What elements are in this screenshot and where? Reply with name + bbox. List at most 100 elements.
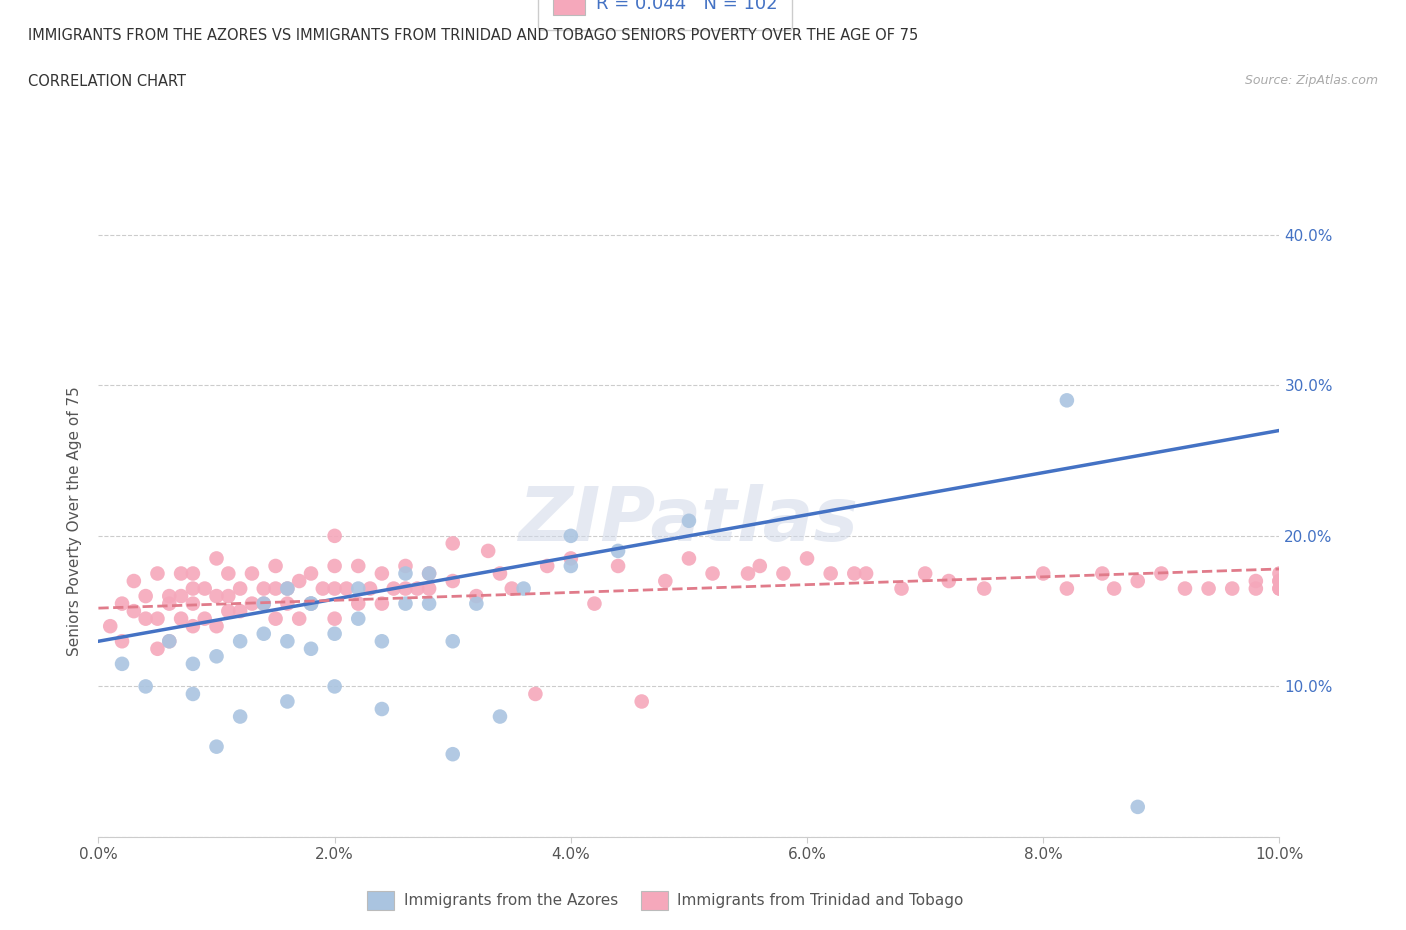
Point bbox=[135, 679, 157, 694]
Point bbox=[394, 596, 416, 611]
Point bbox=[299, 596, 322, 611]
Point bbox=[536, 559, 558, 574]
Point bbox=[737, 566, 759, 581]
Point bbox=[205, 649, 228, 664]
Point bbox=[299, 566, 322, 581]
Point bbox=[217, 566, 239, 581]
Point bbox=[1268, 566, 1291, 581]
Point bbox=[181, 566, 204, 581]
Point bbox=[276, 581, 298, 596]
Point bbox=[288, 611, 311, 626]
Point bbox=[157, 634, 180, 649]
Point bbox=[253, 596, 276, 611]
Point bbox=[122, 604, 145, 618]
Point bbox=[1056, 392, 1078, 407]
Point bbox=[181, 596, 204, 611]
Point bbox=[240, 596, 263, 611]
Point bbox=[489, 709, 512, 724]
Point bbox=[276, 694, 298, 709]
Point bbox=[382, 581, 405, 596]
Point bbox=[1126, 574, 1149, 589]
Point bbox=[418, 581, 440, 596]
Point bbox=[406, 581, 429, 596]
Point bbox=[371, 634, 394, 649]
Point bbox=[157, 589, 180, 604]
Point bbox=[347, 596, 370, 611]
Point bbox=[299, 642, 322, 657]
Point bbox=[323, 559, 346, 574]
Point bbox=[1032, 566, 1054, 581]
Point bbox=[170, 566, 193, 581]
Point bbox=[678, 513, 700, 528]
Text: CORRELATION CHART: CORRELATION CHART bbox=[28, 74, 186, 89]
Point bbox=[146, 611, 169, 626]
Point bbox=[323, 611, 346, 626]
Point bbox=[264, 611, 287, 626]
Point bbox=[441, 747, 464, 762]
Point bbox=[1126, 800, 1149, 815]
Point bbox=[181, 686, 204, 701]
Point bbox=[914, 566, 936, 581]
Point bbox=[157, 596, 180, 611]
Y-axis label: Seniors Poverty Over the Age of 75: Seniors Poverty Over the Age of 75 bbox=[67, 386, 83, 656]
Point bbox=[1091, 566, 1114, 581]
Point bbox=[157, 634, 180, 649]
Point bbox=[560, 559, 582, 574]
Point bbox=[1244, 574, 1267, 589]
Text: IMMIGRANTS FROM THE AZORES VS IMMIGRANTS FROM TRINIDAD AND TOBAGO SENIORS POVERT: IMMIGRANTS FROM THE AZORES VS IMMIGRANTS… bbox=[28, 28, 918, 43]
Point bbox=[512, 581, 534, 596]
Point bbox=[288, 574, 311, 589]
Point bbox=[217, 604, 239, 618]
Point bbox=[135, 589, 157, 604]
Point bbox=[1244, 581, 1267, 596]
Point bbox=[441, 536, 464, 551]
Point bbox=[347, 611, 370, 626]
Point bbox=[253, 596, 276, 611]
Point bbox=[98, 618, 121, 633]
Point bbox=[194, 611, 217, 626]
Point bbox=[394, 566, 416, 581]
Point bbox=[855, 566, 877, 581]
Point bbox=[122, 574, 145, 589]
Point bbox=[217, 589, 239, 604]
Point bbox=[181, 581, 204, 596]
Point bbox=[477, 543, 499, 558]
Point bbox=[501, 581, 523, 596]
Point bbox=[1268, 581, 1291, 596]
Point bbox=[702, 566, 724, 581]
Point bbox=[299, 596, 322, 611]
Point bbox=[583, 596, 606, 611]
Point bbox=[441, 634, 464, 649]
Point bbox=[1268, 574, 1291, 589]
Point bbox=[796, 551, 818, 565]
Point bbox=[229, 581, 252, 596]
Point bbox=[394, 581, 416, 596]
Point bbox=[181, 657, 204, 671]
Point bbox=[654, 574, 676, 589]
Point bbox=[170, 589, 193, 604]
Point bbox=[418, 566, 440, 581]
Point bbox=[1198, 581, 1220, 596]
Point bbox=[181, 618, 204, 633]
Point bbox=[607, 543, 630, 558]
Point bbox=[323, 626, 346, 641]
Point bbox=[229, 709, 252, 724]
Point bbox=[229, 604, 252, 618]
Point bbox=[312, 581, 335, 596]
Point bbox=[323, 581, 346, 596]
Point bbox=[229, 634, 252, 649]
Point bbox=[335, 581, 357, 596]
Point bbox=[347, 581, 370, 596]
Point bbox=[111, 657, 134, 671]
Point bbox=[630, 694, 652, 709]
Point bbox=[359, 581, 381, 596]
Point bbox=[820, 566, 842, 581]
Point bbox=[264, 559, 287, 574]
Point bbox=[844, 566, 866, 581]
Point bbox=[1268, 574, 1291, 589]
Point bbox=[146, 566, 169, 581]
Point bbox=[973, 581, 995, 596]
Point bbox=[1102, 581, 1125, 596]
Legend: Immigrants from the Azores, Immigrants from Trinidad and Tobago: Immigrants from the Azores, Immigrants f… bbox=[360, 883, 972, 918]
Point bbox=[560, 528, 582, 543]
